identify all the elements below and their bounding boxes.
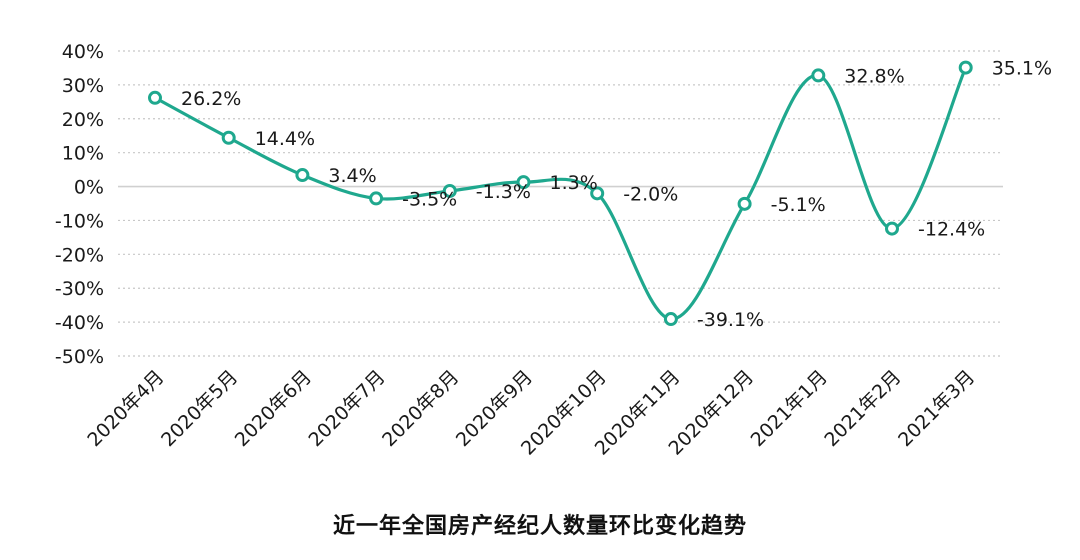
- data-point: [369, 191, 384, 206]
- y-tick-label: -20%: [55, 244, 104, 266]
- x-tick-label: 2020年4月: [83, 366, 168, 451]
- y-tick-label: 10%: [62, 143, 104, 165]
- data-label: -1.3%: [476, 181, 531, 203]
- y-tick-label: 40%: [62, 41, 104, 63]
- data-label: 26.2%: [181, 88, 241, 110]
- data-point: [442, 183, 457, 198]
- data-point: [811, 68, 826, 83]
- data-point: [221, 130, 236, 145]
- x-tick-label: 2021年1月: [747, 366, 832, 451]
- y-axis-ticks: 40% 30% 20% 10% 0% -10% -20% -30% -40% -50%: [55, 41, 104, 368]
- y-tick-label: 0%: [74, 177, 104, 199]
- data-point: [148, 90, 162, 105]
- data-point: [663, 312, 678, 327]
- data-point: [737, 196, 752, 211]
- data-points: [148, 60, 973, 327]
- data-label: -3.5%: [402, 188, 457, 210]
- data-point: [295, 168, 310, 183]
- data-point: [885, 221, 899, 236]
- grid-lines: [118, 50, 1003, 357]
- data-label: -12.4%: [918, 219, 985, 241]
- x-axis-ticks: 2020年4月2020年5月2020年6月2020年7月2020年8月2020年…: [83, 366, 979, 460]
- data-label: 1.3%: [550, 172, 598, 194]
- y-tick-label: -30%: [55, 278, 104, 300]
- data-label: 32.8%: [844, 65, 904, 87]
- data-label: 3.4%: [328, 165, 376, 187]
- data-point: [590, 186, 605, 201]
- y-tick-label: -10%: [55, 210, 104, 232]
- x-tick-label: 2020年5月: [157, 366, 242, 451]
- data-label: -5.1%: [771, 194, 826, 216]
- data-label: -2.0%: [623, 183, 678, 205]
- data-point: [516, 175, 531, 190]
- x-tick-label: 2020年7月: [304, 366, 389, 451]
- data-point: [958, 60, 973, 75]
- data-label: 14.4%: [255, 128, 315, 150]
- x-tick-label: 2020年8月: [378, 366, 463, 451]
- data-label: 35.1%: [992, 58, 1052, 80]
- x-tick-label: 2021年3月: [894, 366, 979, 451]
- data-label: -39.1%: [697, 309, 764, 331]
- x-tick-label: 2021年2月: [820, 366, 905, 451]
- chart-caption: 近一年全国房产经纪人数量环比变化趋势: [332, 514, 747, 539]
- y-tick-label: -50%: [55, 346, 104, 368]
- y-tick-label: 30%: [62, 75, 104, 97]
- y-tick-label: 20%: [62, 109, 104, 131]
- y-tick-label: -40%: [55, 312, 104, 334]
- data-labels: 26.2% 14.4% 3.4% -3.5% -1.3% 1.3% -2.0% -39.1% -…: [181, 58, 1052, 331]
- x-tick-label: 2020年6月: [231, 366, 316, 451]
